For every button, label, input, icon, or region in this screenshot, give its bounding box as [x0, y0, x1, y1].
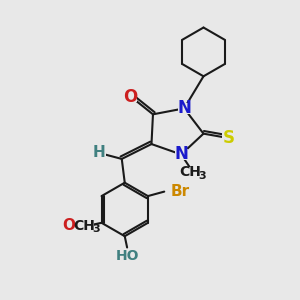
Text: Br: Br [170, 184, 190, 199]
Text: 3: 3 [92, 224, 99, 234]
Text: N: N [177, 99, 191, 117]
FancyBboxPatch shape [178, 103, 190, 114]
Text: 3: 3 [198, 171, 206, 181]
Text: N: N [174, 146, 188, 164]
FancyBboxPatch shape [181, 167, 205, 178]
Text: H: H [93, 146, 106, 160]
Text: HO: HO [116, 249, 140, 263]
Text: CH: CH [179, 165, 201, 179]
Text: CH: CH [74, 219, 95, 233]
Text: S: S [223, 129, 235, 147]
FancyBboxPatch shape [93, 147, 106, 159]
FancyBboxPatch shape [124, 91, 137, 102]
FancyBboxPatch shape [169, 186, 190, 197]
FancyBboxPatch shape [175, 149, 188, 160]
FancyBboxPatch shape [61, 220, 94, 231]
FancyBboxPatch shape [222, 133, 235, 144]
Text: O: O [62, 218, 75, 233]
FancyBboxPatch shape [117, 250, 138, 262]
Text: O: O [124, 88, 138, 106]
